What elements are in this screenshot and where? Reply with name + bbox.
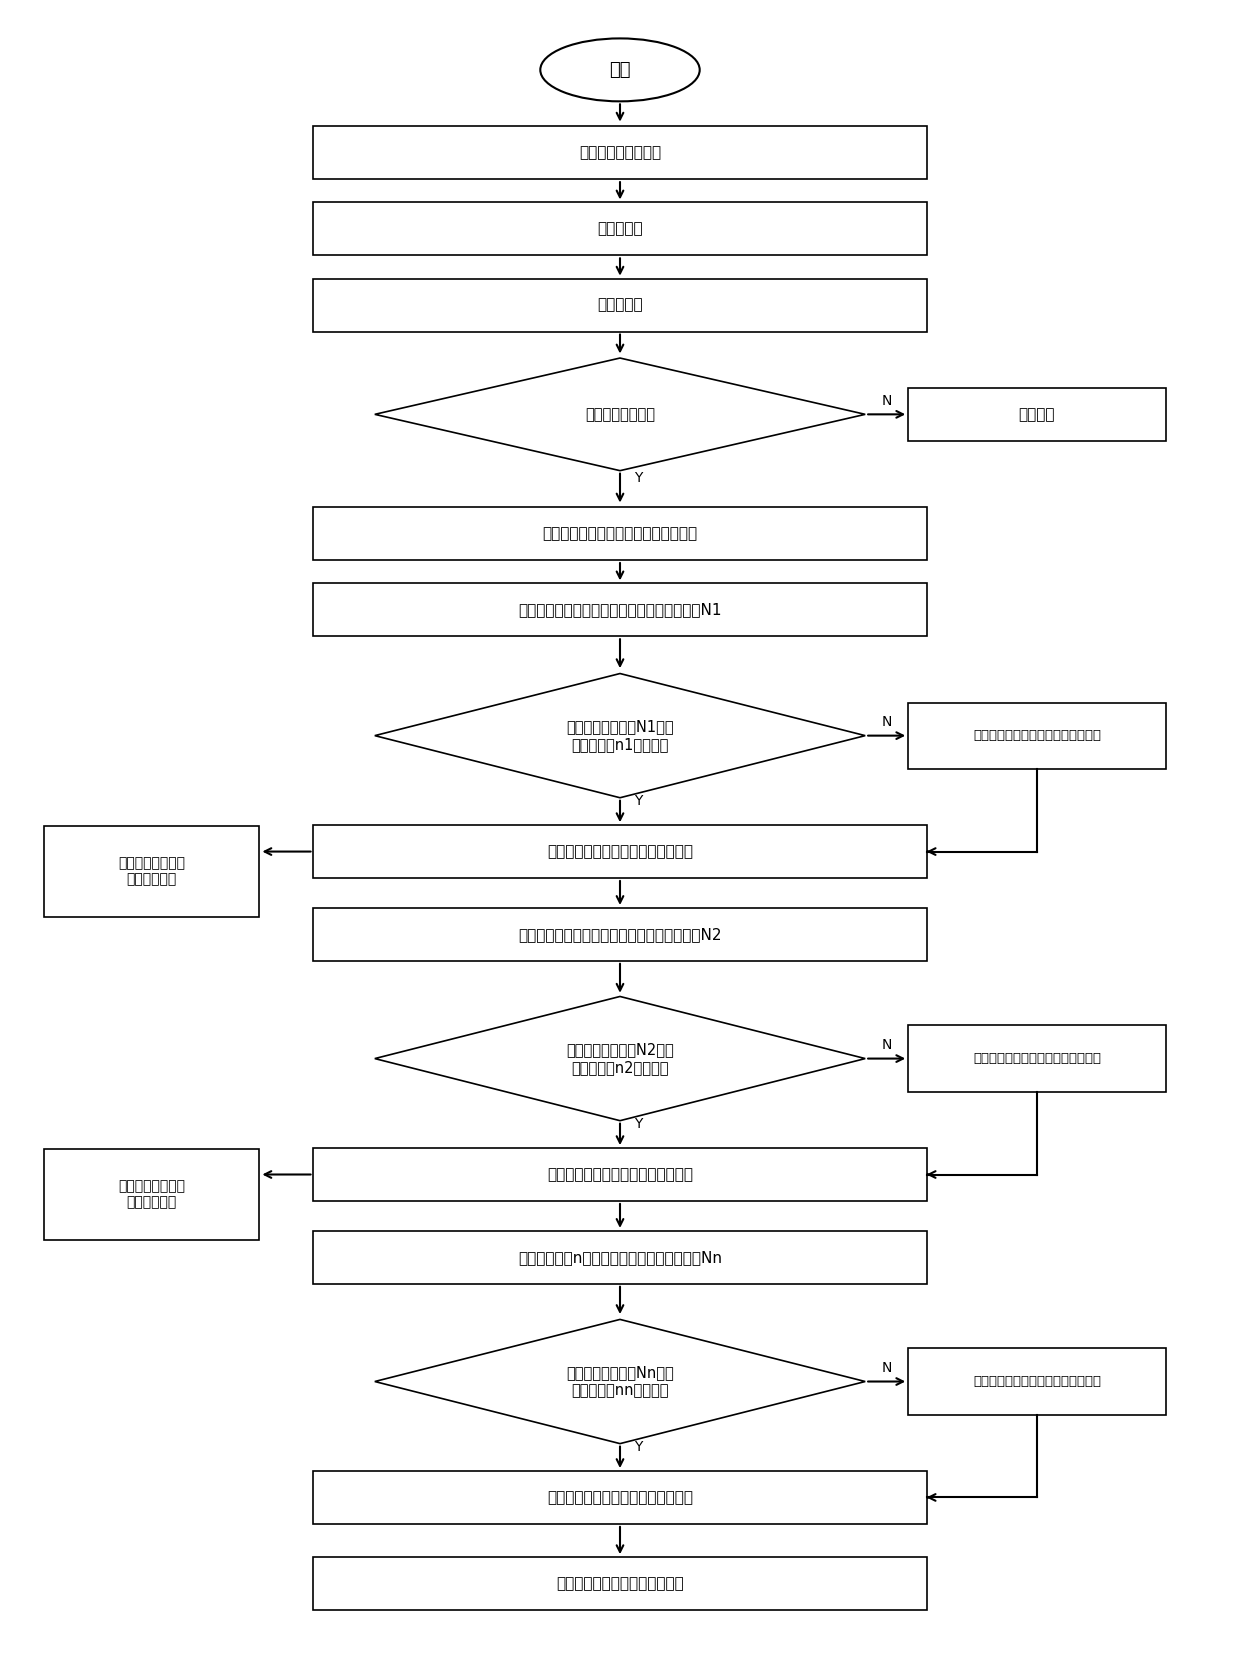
Bar (314, 908, 926, 960)
Text: N: N (882, 715, 892, 730)
Bar (314, 1147, 926, 1201)
Text: 判断实际脉冲计数Nn与目
标脉冲计数nn是否一致: 判断实际脉冲计数Nn与目 标脉冲计数nn是否一致 (567, 1366, 673, 1398)
Text: 设备启动，运行正常: 设备启动，运行正常 (579, 145, 661, 160)
Text: 以实际脉冲数据为基础继续脉冲计数: 以实际脉冲数据为基础继续脉冲计数 (547, 843, 693, 858)
Text: N: N (882, 1361, 892, 1376)
Text: 以实际脉冲数据为基础继续脉冲计数: 以实际脉冲数据为基础继续脉冲计数 (547, 1167, 693, 1182)
Bar (314, 1471, 926, 1525)
Bar (908, 387, 1166, 441)
Text: 达到分拣的脉冲计
数，启动分拣: 达到分拣的脉冲计 数，启动分拣 (118, 1179, 185, 1209)
Polygon shape (374, 1319, 866, 1443)
Text: 包裹移动至第一个分拣口，获取实际脉冲计数N1: 包裹移动至第一个分拣口，获取实际脉冲计数N1 (518, 603, 722, 618)
Text: Y: Y (634, 471, 642, 484)
Polygon shape (374, 997, 866, 1121)
Polygon shape (374, 357, 866, 471)
Text: 判断实际脉冲计数N2与目
标脉冲计数n2是否一致: 判断实际脉冲计数N2与目 标脉冲计数n2是否一致 (567, 1042, 673, 1075)
Text: 达到分拣的脉冲计
数，启动分拣: 达到分拣的脉冲计 数，启动分拣 (118, 857, 185, 887)
Bar (314, 825, 926, 878)
Bar (314, 1556, 926, 1610)
Ellipse shape (541, 38, 699, 102)
Text: Y: Y (634, 1440, 642, 1455)
Bar (314, 508, 926, 559)
Text: 包裹剃除: 包裹剃除 (1018, 407, 1055, 423)
Text: N: N (882, 394, 892, 407)
Text: 包裹经过跟踪触发光电，触发跟踪逻辑: 包裹经过跟踪触发光电，触发跟踪逻辑 (542, 526, 698, 541)
Text: 包裹移动至第二个分拣口，获取实际脉冲计数N2: 包裹移动至第二个分拣口，获取实际脉冲计数N2 (518, 927, 722, 942)
Bar (45, 1149, 259, 1239)
Text: 包裹移动至第n个分拣口，获取实际脉冲计数Nn: 包裹移动至第n个分拣口，获取实际脉冲计数Nn (518, 1249, 722, 1264)
Text: 判断实际脉冲计数N1与目
标脉冲计数n1是否一致: 判断实际脉冲计数N1与目 标脉冲计数n1是否一致 (567, 720, 673, 752)
Bar (908, 1348, 1166, 1414)
Bar (908, 703, 1166, 768)
Text: 上包线上包: 上包线上包 (598, 222, 642, 237)
Bar (45, 827, 259, 917)
Text: 以目标脉冲数据为基础继续脉冲计数: 以目标脉冲数据为基础继续脉冲计数 (973, 1052, 1101, 1065)
Bar (314, 583, 926, 636)
Text: 开始: 开始 (609, 60, 631, 78)
Bar (314, 127, 926, 179)
Bar (314, 1231, 926, 1284)
Text: N: N (882, 1039, 892, 1052)
Text: 以目标脉冲数据为基础继续脉冲计数: 以目标脉冲数据为基础继续脉冲计数 (973, 730, 1101, 741)
Text: 达到分拣的脉冲计数，启动分拣: 达到分拣的脉冲计数，启动分拣 (556, 1576, 684, 1592)
Text: 以目标脉冲数据为基础继续脉冲计数: 以目标脉冲数据为基础继续脉冲计数 (973, 1374, 1101, 1388)
Bar (908, 1025, 1166, 1092)
Text: 是否有效获取路由: 是否有效获取路由 (585, 407, 655, 423)
Text: Y: Y (634, 1117, 642, 1131)
Bar (314, 202, 926, 256)
Text: Y: Y (634, 795, 642, 808)
Text: 读码器扫码: 读码器扫码 (598, 297, 642, 312)
Polygon shape (374, 673, 866, 798)
Bar (314, 279, 926, 332)
Text: 以实际脉冲数据为基础继续脉冲计数: 以实际脉冲数据为基础继续脉冲计数 (547, 1490, 693, 1505)
